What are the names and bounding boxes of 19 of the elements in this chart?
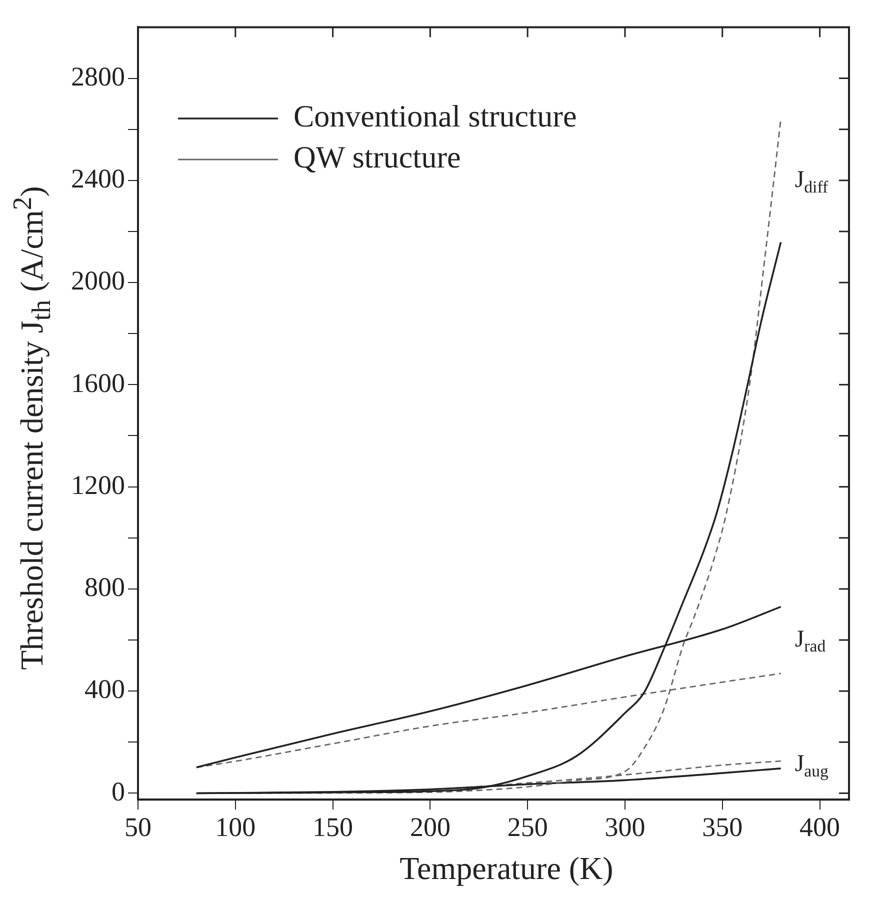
x-tick-label: 300	[604, 812, 646, 842]
x-tick-label: 350	[702, 812, 743, 842]
x-tick-label: 100	[215, 812, 256, 842]
y-tick-label: 0	[112, 776, 125, 806]
y-tick-label: 1600	[71, 368, 125, 398]
y-tick-label: 400	[84, 674, 125, 704]
y-tick-label: 800	[84, 572, 125, 602]
x-tick-label: 200	[410, 812, 450, 842]
y-tick-label: 2800	[71, 61, 125, 92]
x-tick-label: 50	[124, 812, 152, 842]
x-axis-title: Temperature (K)	[398, 850, 614, 887]
y-tick-label: 2400	[71, 163, 125, 194]
legend-label: Conventional structure	[294, 98, 577, 134]
x-tick-label: 250	[507, 812, 548, 842]
x-tick-label: 150	[312, 812, 354, 842]
legend-label: QW structure	[294, 140, 461, 175]
y-tick-label: 1200	[71, 470, 125, 500]
y-tick-label: 2000	[71, 266, 125, 296]
x-tick-label: 400	[800, 812, 840, 842]
